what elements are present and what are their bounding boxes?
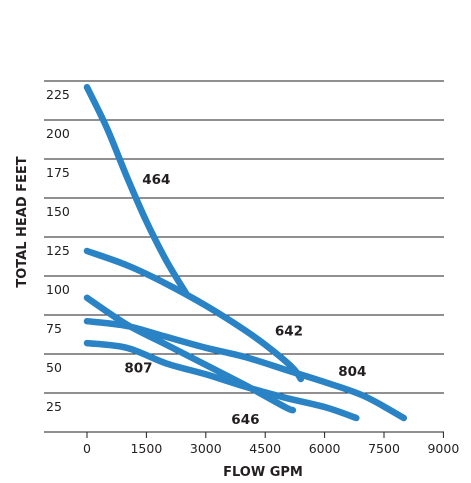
- y-tick-label: 175: [46, 165, 70, 180]
- curve-label-464: 464: [142, 172, 170, 188]
- x-tick-label: 4500: [249, 441, 281, 456]
- y-tick-label: 150: [46, 204, 70, 219]
- curve-642: [83, 247, 305, 383]
- curve-464: [83, 83, 190, 297]
- x-tick-label: 0: [83, 441, 91, 456]
- y-tick-label: 200: [46, 126, 70, 141]
- x-tick-label: 9000: [427, 441, 459, 456]
- y-tick-label: 25: [46, 399, 62, 414]
- series-layer: [83, 83, 408, 422]
- x-tick-label: 3000: [190, 441, 222, 456]
- y-tick-label: 50: [46, 360, 62, 375]
- curve-label-642: 642: [275, 323, 303, 339]
- y-tick-label: 225: [46, 87, 70, 102]
- curve-labels: 464 642 804 807 646: [124, 172, 366, 428]
- y-tick-labels: 225 200 175 150 125 100 75 50 25: [46, 87, 70, 414]
- x-tick-label: 6000: [309, 441, 341, 456]
- curve-label-804: 804: [338, 364, 366, 380]
- y-axis-title: TOTAL HEAD FEET: [15, 156, 30, 287]
- curve-label-646: 646: [231, 412, 259, 428]
- x-axis-title: FLOW GPM: [223, 465, 303, 480]
- y-tick-label: 75: [46, 321, 62, 336]
- curve-646: [83, 339, 360, 422]
- x-tick-label: 7500: [368, 441, 400, 456]
- curve-807: [83, 294, 297, 414]
- curve-label-807: 807: [124, 361, 152, 377]
- x-tick-labels: 0 1500 3000 4500 6000 7500 9000: [83, 441, 459, 456]
- x-tick-label: 1500: [130, 441, 162, 456]
- y-tick-label: 125: [46, 243, 70, 258]
- y-tick-label: 100: [46, 282, 70, 297]
